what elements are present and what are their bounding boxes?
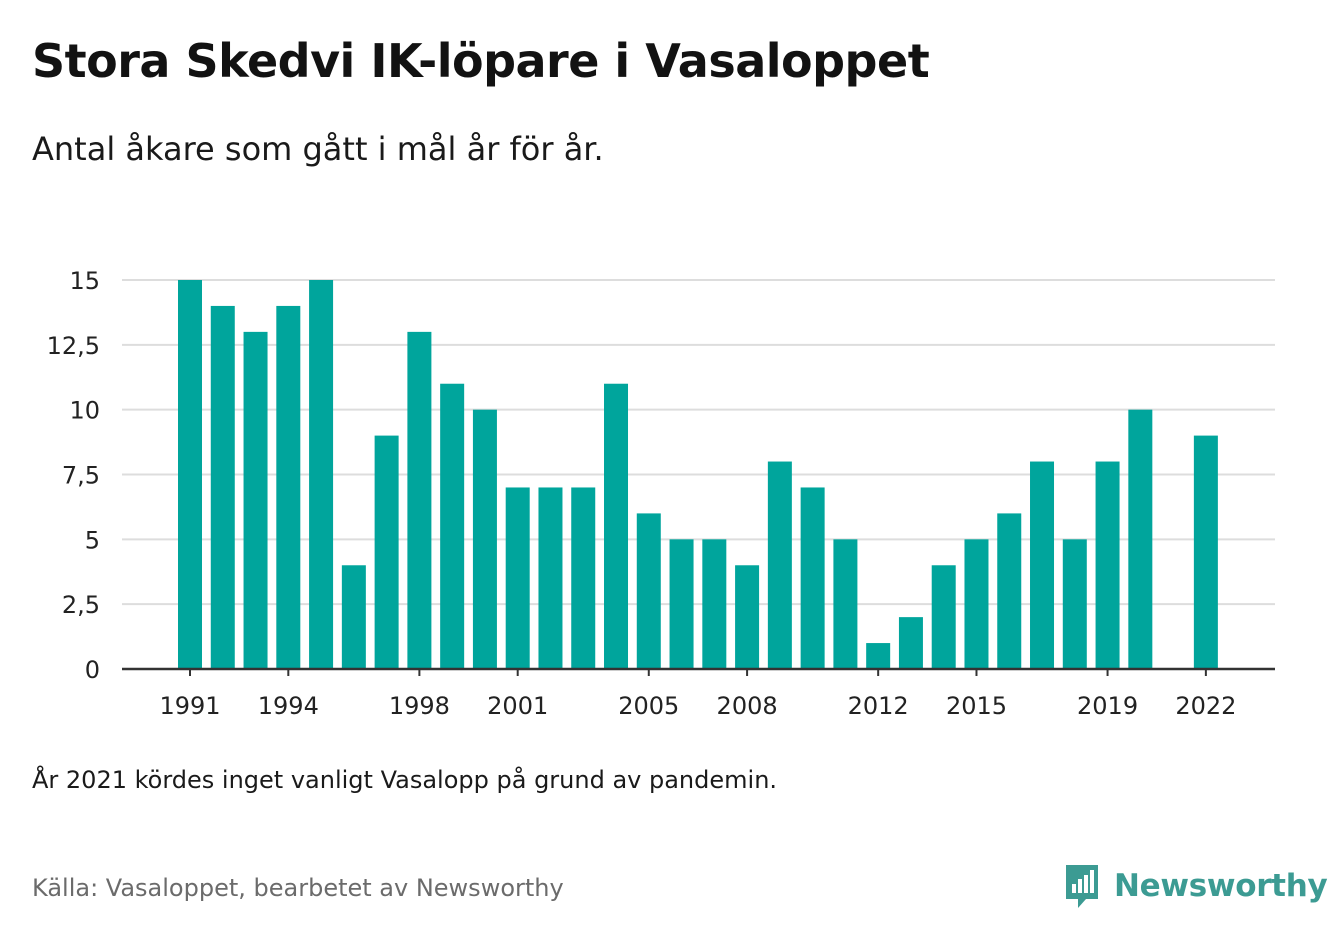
y-tick-label: 10 <box>69 397 100 425</box>
brand-name: Newsworthy <box>1114 868 1328 904</box>
chart-note: År 2021 kördes inget vanligt Vasalopp på… <box>32 766 778 794</box>
bar-2022 <box>1193 435 1218 669</box>
newsworthy-logo-icon <box>1066 865 1098 908</box>
bar-1999 <box>440 383 465 669</box>
bar-2003 <box>571 487 596 669</box>
bar-2009 <box>767 461 792 669</box>
bar-2001 <box>505 487 530 669</box>
bar-2016 <box>997 513 1022 669</box>
y-tick-label: 12,5 <box>47 332 100 360</box>
bar-1991 <box>178 280 202 669</box>
x-tick-label: 2005 <box>618 692 679 720</box>
bar-2014 <box>931 565 956 669</box>
bar-2000 <box>472 409 497 669</box>
bar-1994 <box>276 305 301 669</box>
bar-1998 <box>407 331 432 669</box>
x-tick-label: 2012 <box>848 692 909 720</box>
bar-2007 <box>702 539 727 669</box>
bar-2012 <box>866 643 891 669</box>
source-text: Källa: Vasaloppet, bearbetet av Newswort… <box>32 874 564 902</box>
bar-2011 <box>833 539 858 669</box>
x-tick-label: 2008 <box>717 692 778 720</box>
bar-2006 <box>669 539 694 669</box>
x-tick-label: 2015 <box>946 692 1007 720</box>
x-tick-label: 1994 <box>258 692 319 720</box>
bar-2018 <box>1062 539 1087 669</box>
bar-2002 <box>538 487 563 669</box>
bar-2020 <box>1128 409 1153 669</box>
x-tick-label: 2001 <box>487 692 548 720</box>
bars <box>122 280 1275 671</box>
x-tick-label: 2019 <box>1077 692 1138 720</box>
bar-1996 <box>341 565 366 669</box>
brand[interactable]: Newsworthy <box>1062 860 1328 912</box>
bar-2017 <box>1030 461 1055 669</box>
y-axis-ticks: 0 2,5 5 7,5 10 12,5 15 <box>47 267 100 684</box>
y-tick-label: 2,5 <box>62 591 100 619</box>
bar-2010 <box>800 487 825 669</box>
chart-title: Stora Skedvi IK-löpare i Vasaloppet <box>32 34 930 88</box>
y-tick-label: 15 <box>69 267 100 295</box>
x-tick-label: 2022 <box>1175 692 1236 720</box>
bar-1995 <box>309 280 334 669</box>
x-tick-label: 1991 <box>159 692 220 720</box>
bar-1997 <box>374 435 399 669</box>
bar-2008 <box>735 565 760 669</box>
bar-2019 <box>1095 461 1120 669</box>
y-tick-label: 5 <box>85 526 100 554</box>
y-tick-label: 7,5 <box>62 462 100 490</box>
bar-chart: 0 2,5 5 7,5 10 12,5 15 1991 1994 1998 2001 2005 200… <box>47 267 1275 720</box>
y-tick-label: 0 <box>85 656 100 684</box>
bar-2013 <box>898 617 923 669</box>
x-axis-ticks: 1991 1994 1998 2001 2005 2008 2012 2015 2019 2022 <box>159 669 1236 720</box>
chart-subtitle: Antal åkare som gått i mål år för år. <box>32 130 604 168</box>
bar-1993 <box>243 331 268 669</box>
bar-1992 <box>210 305 235 669</box>
bar-2015 <box>964 539 989 669</box>
x-tick-label: 1998 <box>389 692 450 720</box>
bar-2005 <box>636 513 661 669</box>
bar-2004 <box>604 383 629 669</box>
